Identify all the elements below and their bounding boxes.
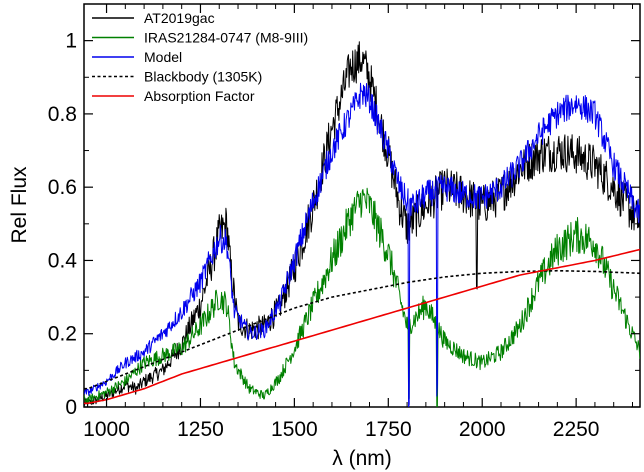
tick-layer: 1000 1250 1500 1750 2000 2250 0 0.2 0.4 0.6 0.8 1: [48, 3, 640, 441]
y-tick-label: 0: [65, 396, 77, 419]
x-tick-label: 1500: [271, 418, 318, 441]
y-axis-title: Rel Flux: [8, 166, 31, 244]
y-tick-label: 0.4: [48, 249, 78, 272]
x-tick-label: 1750: [365, 418, 412, 441]
x-tick-label: 1000: [83, 418, 130, 441]
series-layer: [84, 41, 640, 407]
legend-label-absorption-factor: Absorption Factor: [144, 88, 255, 104]
y-tick-label: 0.2: [48, 323, 77, 346]
y-tick-label: 0.8: [48, 103, 77, 126]
legend: AT2019gac IRAS21284-0747 (M8-9III) Model Bl…: [92, 10, 308, 104]
y-tick-label: 1: [65, 30, 77, 53]
y-tick-label: 0.6: [48, 176, 77, 199]
series-line-iras21284-0747-m8-9iii: [84, 187, 640, 407]
legend-label-blackbody-1305k: Blackbody (1305K): [144, 69, 262, 85]
x-tick-label: 2000: [459, 418, 506, 441]
series-line-at2019gac: [84, 41, 640, 407]
legend-label-model: Model: [144, 49, 182, 65]
series-line-model: [84, 82, 640, 407]
x-axis-title: λ (nm): [332, 447, 392, 470]
x-tick-label: 2250: [553, 418, 600, 441]
series-line-blackbody-1305k: [84, 269, 640, 390]
legend-label-iras21284-0747-m8-9iii: IRAS21284-0747 (M8-9III): [144, 30, 308, 46]
plot-frame: [83, 3, 641, 408]
legend-label-at2019gac: AT2019gac: [144, 10, 215, 26]
series-line-absorption-factor: [84, 248, 640, 405]
x-tick-label: 1250: [177, 418, 224, 441]
